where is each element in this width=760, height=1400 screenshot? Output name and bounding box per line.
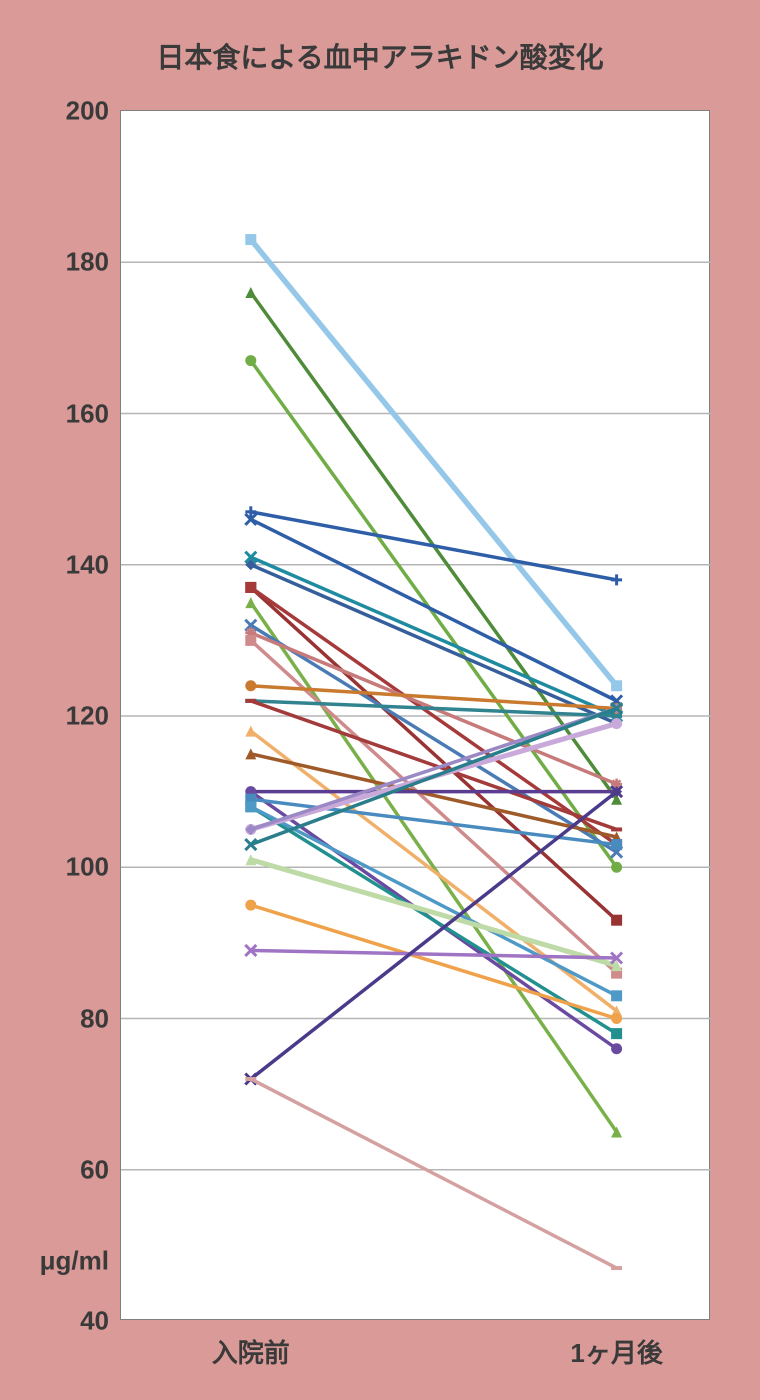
y-tick-label: 100	[66, 852, 109, 883]
y-tick-label: 140	[66, 549, 109, 580]
y-axis-label: μg/ml	[40, 1245, 109, 1276]
y-tick-label: 160	[66, 398, 109, 429]
y-tick-label: 40	[80, 1306, 109, 1337]
x-tick-label: 1ヶ月後	[570, 1333, 662, 1370]
plot-area: 406080100120140160180200μg/ml入院前1ヶ月後	[120, 110, 710, 1320]
y-tick-label: 200	[66, 96, 109, 127]
x-tick-label: 入院前	[212, 1333, 290, 1370]
chart-svg	[121, 111, 709, 1319]
series	[245, 786, 622, 1084]
y-tick-label: 180	[66, 247, 109, 278]
y-tick-label: 80	[80, 1003, 109, 1034]
y-tick-label: 120	[66, 701, 109, 732]
y-tick-label: 60	[80, 1154, 109, 1185]
series	[245, 1079, 622, 1268]
chart-frame: 日本食による血中アラキドン酸変化 40608010012014016018020…	[0, 0, 760, 1400]
chart-title: 日本食による血中アラキドン酸変化	[0, 36, 760, 76]
